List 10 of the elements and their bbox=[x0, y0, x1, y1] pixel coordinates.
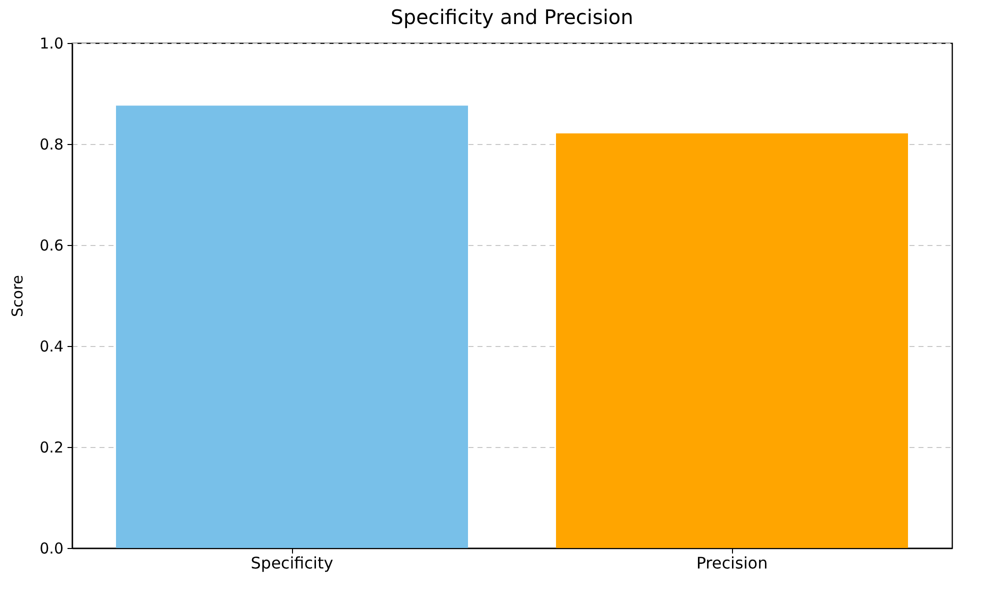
y-tick-label: 0.2 bbox=[40, 438, 64, 456]
y-tick-label: 0.8 bbox=[40, 136, 64, 154]
chart-title: Specificity and Precision bbox=[390, 5, 634, 29]
x-tick-label: Specificity bbox=[250, 554, 334, 572]
x-tick-label: Precision bbox=[696, 554, 768, 572]
y-tick-label: 0.0 bbox=[40, 540, 64, 558]
y-axis-title: Score bbox=[8, 274, 27, 318]
y-tick-label: 0.4 bbox=[40, 338, 64, 356]
y-tick-label: 1.0 bbox=[40, 34, 64, 52]
y-tick-label: 0.6 bbox=[40, 236, 64, 254]
